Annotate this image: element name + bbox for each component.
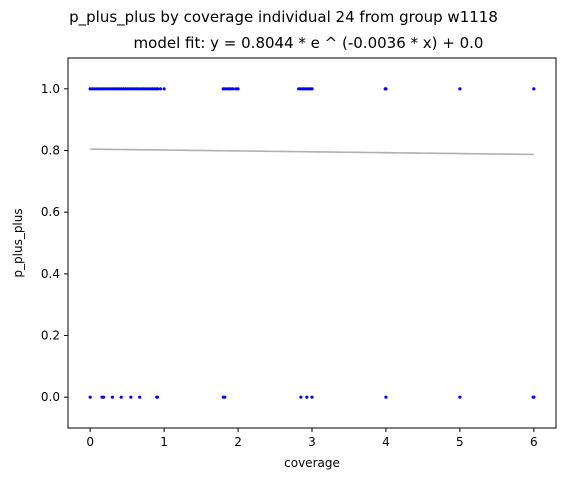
data-point <box>110 87 114 91</box>
fit-layer <box>90 148 534 156</box>
chart-subtitle: model fit: y = 0.8044 * e ^ (-0.0036 * x… <box>133 34 484 52</box>
y-axis-ticks: 0.0 0.2 0.4 0.6 0.8 1.0 <box>41 82 68 404</box>
data-point <box>299 395 303 399</box>
data-point <box>532 395 536 399</box>
data-point <box>384 87 388 91</box>
x-tick-label: 2 <box>234 435 242 449</box>
data-point <box>231 87 235 91</box>
data-point <box>121 87 126 91</box>
y-axis-label: p_plus_plus <box>11 208 25 277</box>
x-tick-label: 5 <box>456 435 464 449</box>
x-tick-label: 4 <box>382 435 390 449</box>
data-point <box>223 395 227 399</box>
data-point <box>126 87 130 91</box>
data-point <box>384 395 388 399</box>
data-point <box>137 87 141 91</box>
data-point <box>229 87 233 91</box>
data-point <box>458 87 462 91</box>
chart-title: p_plus_plus by coverage individual 24 fr… <box>69 8 498 26</box>
data-point <box>115 87 119 91</box>
x-tick-label: 6 <box>530 435 538 449</box>
data-point <box>110 395 114 399</box>
data-point <box>305 87 309 91</box>
data-point <box>158 87 163 91</box>
data-point <box>138 395 142 399</box>
data-point <box>299 87 303 91</box>
data-point <box>532 87 536 91</box>
data-point <box>162 87 166 91</box>
x-tick-label: 1 <box>160 435 168 449</box>
data-point <box>155 87 160 91</box>
y-tick-label: 0.0 <box>41 390 60 404</box>
points-layer <box>88 87 536 399</box>
y-tick-label: 0.4 <box>41 267 60 281</box>
data-point <box>101 87 106 91</box>
plot-frame <box>67 57 557 429</box>
data-point <box>119 87 123 91</box>
data-point <box>234 87 238 91</box>
data-point <box>112 87 117 91</box>
y-tick-label: 0.2 <box>41 329 60 343</box>
data-point <box>146 87 150 91</box>
data-point <box>106 87 110 91</box>
data-point <box>152 87 157 91</box>
data-point <box>150 87 154 91</box>
data-point <box>88 395 92 399</box>
fit-curve <box>90 148 534 156</box>
data-point <box>139 87 143 91</box>
data-point <box>124 87 128 91</box>
data-point <box>223 87 227 91</box>
data-point <box>155 395 160 399</box>
data-point <box>93 87 97 91</box>
data-point <box>90 87 94 91</box>
data-point <box>310 87 314 91</box>
data-point <box>128 87 132 91</box>
data-point <box>458 395 462 399</box>
x-tick-label: 3 <box>308 435 316 449</box>
data-point <box>119 395 123 399</box>
data-point <box>108 87 112 91</box>
data-point <box>225 87 229 91</box>
y-tick-label: 1.0 <box>41 82 60 96</box>
y-tick-label: 0.6 <box>41 205 60 219</box>
data-point <box>303 87 307 91</box>
data-point <box>305 395 309 399</box>
data-point <box>130 87 134 91</box>
x-axis-label: coverage <box>284 456 340 470</box>
data-point <box>97 87 101 91</box>
data-point <box>129 395 133 399</box>
data-point <box>148 87 152 91</box>
data-point <box>144 87 148 91</box>
data-point <box>101 395 106 399</box>
data-point <box>236 87 240 91</box>
x-tick-label: 0 <box>86 435 94 449</box>
y-tick-label: 0.8 <box>41 144 60 158</box>
data-point <box>88 87 92 91</box>
data-point <box>104 87 108 91</box>
data-point <box>135 87 139 91</box>
x-axis-ticks: 0 1 2 3 4 5 6 <box>86 428 538 449</box>
data-point <box>117 87 121 91</box>
data-point <box>297 87 301 91</box>
data-point <box>99 87 103 91</box>
data-point <box>141 87 146 91</box>
data-point <box>132 87 137 91</box>
data-point <box>95 87 99 91</box>
data-point <box>310 395 314 399</box>
